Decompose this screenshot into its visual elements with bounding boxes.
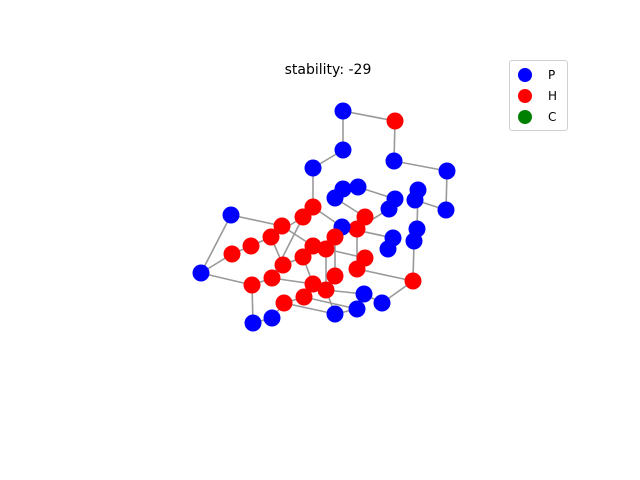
bead-h: [356, 208, 374, 226]
bond-line: [303, 296, 358, 310]
legend-marker-c: [518, 110, 532, 124]
bond-line: [230, 214, 283, 227]
bead-p: [244, 314, 262, 332]
bead-p: [334, 141, 352, 159]
bead-p: [438, 162, 456, 180]
bead-h: [294, 248, 312, 266]
bead-p: [379, 240, 397, 258]
bead-h: [275, 294, 293, 312]
bead-p: [326, 189, 344, 207]
bead-p: [380, 200, 398, 218]
bead-layer: [192, 102, 456, 332]
bead-p: [385, 152, 403, 170]
bond-line: [200, 272, 253, 286]
bead-h: [348, 260, 366, 278]
bead-h: [273, 217, 291, 235]
legend-marker-h: [518, 89, 532, 103]
bead-h: [404, 272, 422, 290]
bond-line: [200, 214, 232, 274]
bead-p: [406, 191, 424, 209]
bead-h: [317, 281, 335, 299]
bond-line: [283, 302, 336, 315]
bead-h: [295, 288, 313, 306]
bead-h: [317, 240, 335, 258]
legend-entry-p: P: [518, 65, 555, 85]
bead-p: [405, 232, 423, 250]
legend-label-h: H: [548, 89, 558, 103]
plot-title: stability: -29: [284, 62, 372, 78]
bead-h: [304, 237, 322, 255]
bead-p: [355, 285, 373, 303]
bead-h: [326, 267, 344, 285]
bead-h: [386, 112, 404, 130]
legend-label-c: C: [548, 110, 557, 124]
bead-p: [304, 159, 322, 177]
bead-p: [326, 305, 344, 323]
legend-entry-c: C: [518, 107, 556, 127]
bead-h: [294, 208, 312, 226]
bond-line: [342, 110, 396, 122]
bead-h: [243, 276, 261, 294]
bead-h: [304, 275, 322, 293]
bead-p: [437, 201, 455, 219]
bead-h: [223, 245, 241, 263]
bead-p: [348, 300, 366, 318]
bead-h: [326, 228, 344, 246]
bead-p: [349, 178, 367, 196]
bead-p: [263, 309, 281, 327]
legend-label-p: P: [548, 68, 556, 82]
bond-line: [393, 160, 448, 172]
legend-entry-h: H: [518, 86, 557, 106]
bead-h: [274, 256, 292, 274]
bead-p: [222, 206, 240, 224]
legend-marker-p: [518, 68, 532, 82]
legend: P H C: [509, 60, 568, 131]
bead-h: [262, 228, 280, 246]
bead-p: [192, 264, 210, 282]
bead-h: [263, 269, 281, 287]
bead-p: [334, 102, 352, 120]
bond-line: [356, 268, 414, 282]
bead-h: [348, 220, 366, 238]
bead-p: [373, 294, 391, 312]
bead-h: [242, 237, 260, 255]
